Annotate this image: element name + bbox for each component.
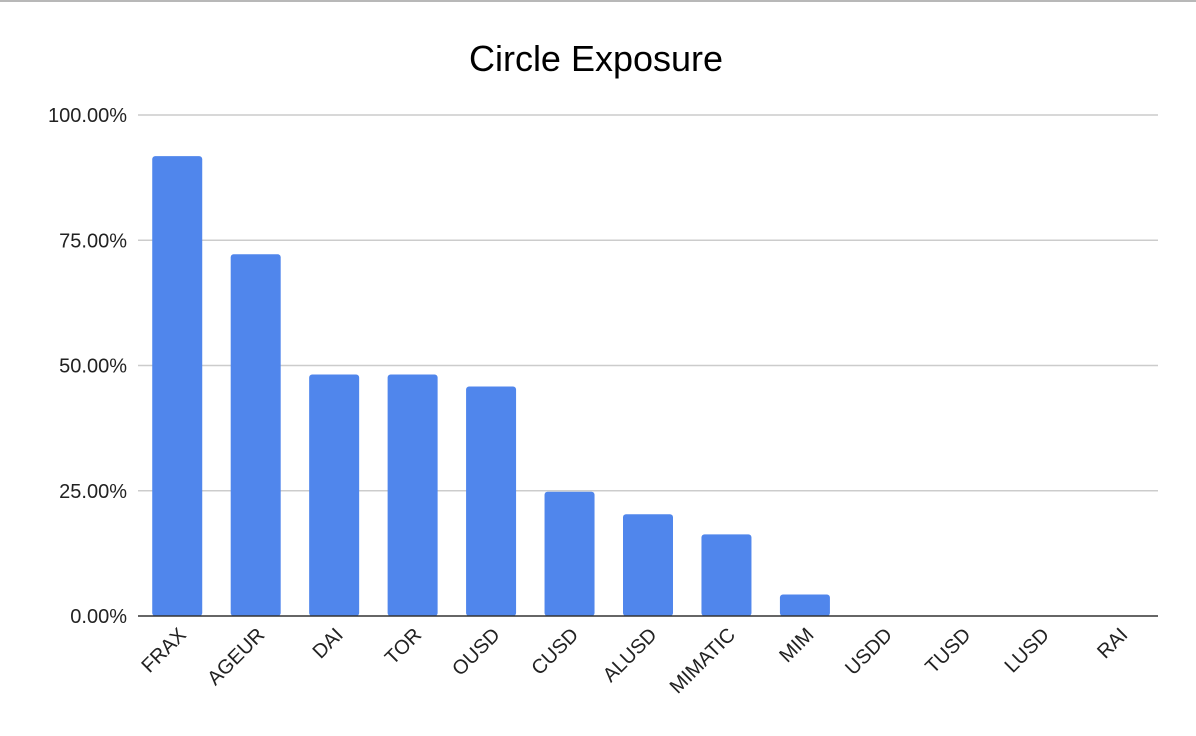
bar-dai (309, 374, 360, 616)
y-tick-label: 75.00% (59, 230, 127, 252)
y-tick-label: 100.00% (48, 105, 127, 127)
bar-ageur (230, 254, 281, 616)
y-tick-label: 25.00% (59, 481, 127, 503)
bar-tor (387, 374, 438, 616)
x-tick-label: FRAX (137, 624, 190, 677)
bar-mim (779, 594, 830, 616)
bar-alusd (623, 514, 673, 616)
x-tick-label: OUSD (448, 624, 504, 680)
x-tick-label: RAI (1093, 624, 1132, 663)
x-tick-label: MIMATIC (666, 624, 740, 698)
bar-mimatic (701, 534, 752, 616)
x-axis-labels: FRAX AGEUR DAI TOR OUSD CUSD ALUSD MIMATIC MIM US… (137, 624, 1132, 698)
x-tick-label: USDD (841, 624, 897, 680)
bar-cusd (544, 491, 595, 616)
gridlines (138, 114, 1158, 492)
y-tick-label: 0.00% (70, 606, 127, 628)
chart-title: Circle Exposure (469, 38, 723, 79)
bar-frax (152, 156, 203, 616)
x-tick-label: AGEUR (203, 624, 269, 690)
x-tick-label: MIM (775, 624, 818, 667)
bar-ousd (466, 386, 517, 616)
bars (152, 156, 830, 616)
x-tick-label: ALUSD (599, 624, 662, 687)
x-tick-label: TOR (381, 624, 426, 669)
x-tick-label: LUSD (1001, 624, 1054, 677)
y-axis-ticks: 0.00% 25.00% 50.00% 75.00% 100.00% (48, 105, 127, 628)
top-border (0, 0, 1196, 2)
y-tick-label: 50.00% (59, 356, 127, 378)
x-tick-label: DAI (309, 624, 348, 663)
x-tick-label: TUSD (921, 624, 975, 678)
x-tick-label: CUSD (527, 624, 583, 680)
